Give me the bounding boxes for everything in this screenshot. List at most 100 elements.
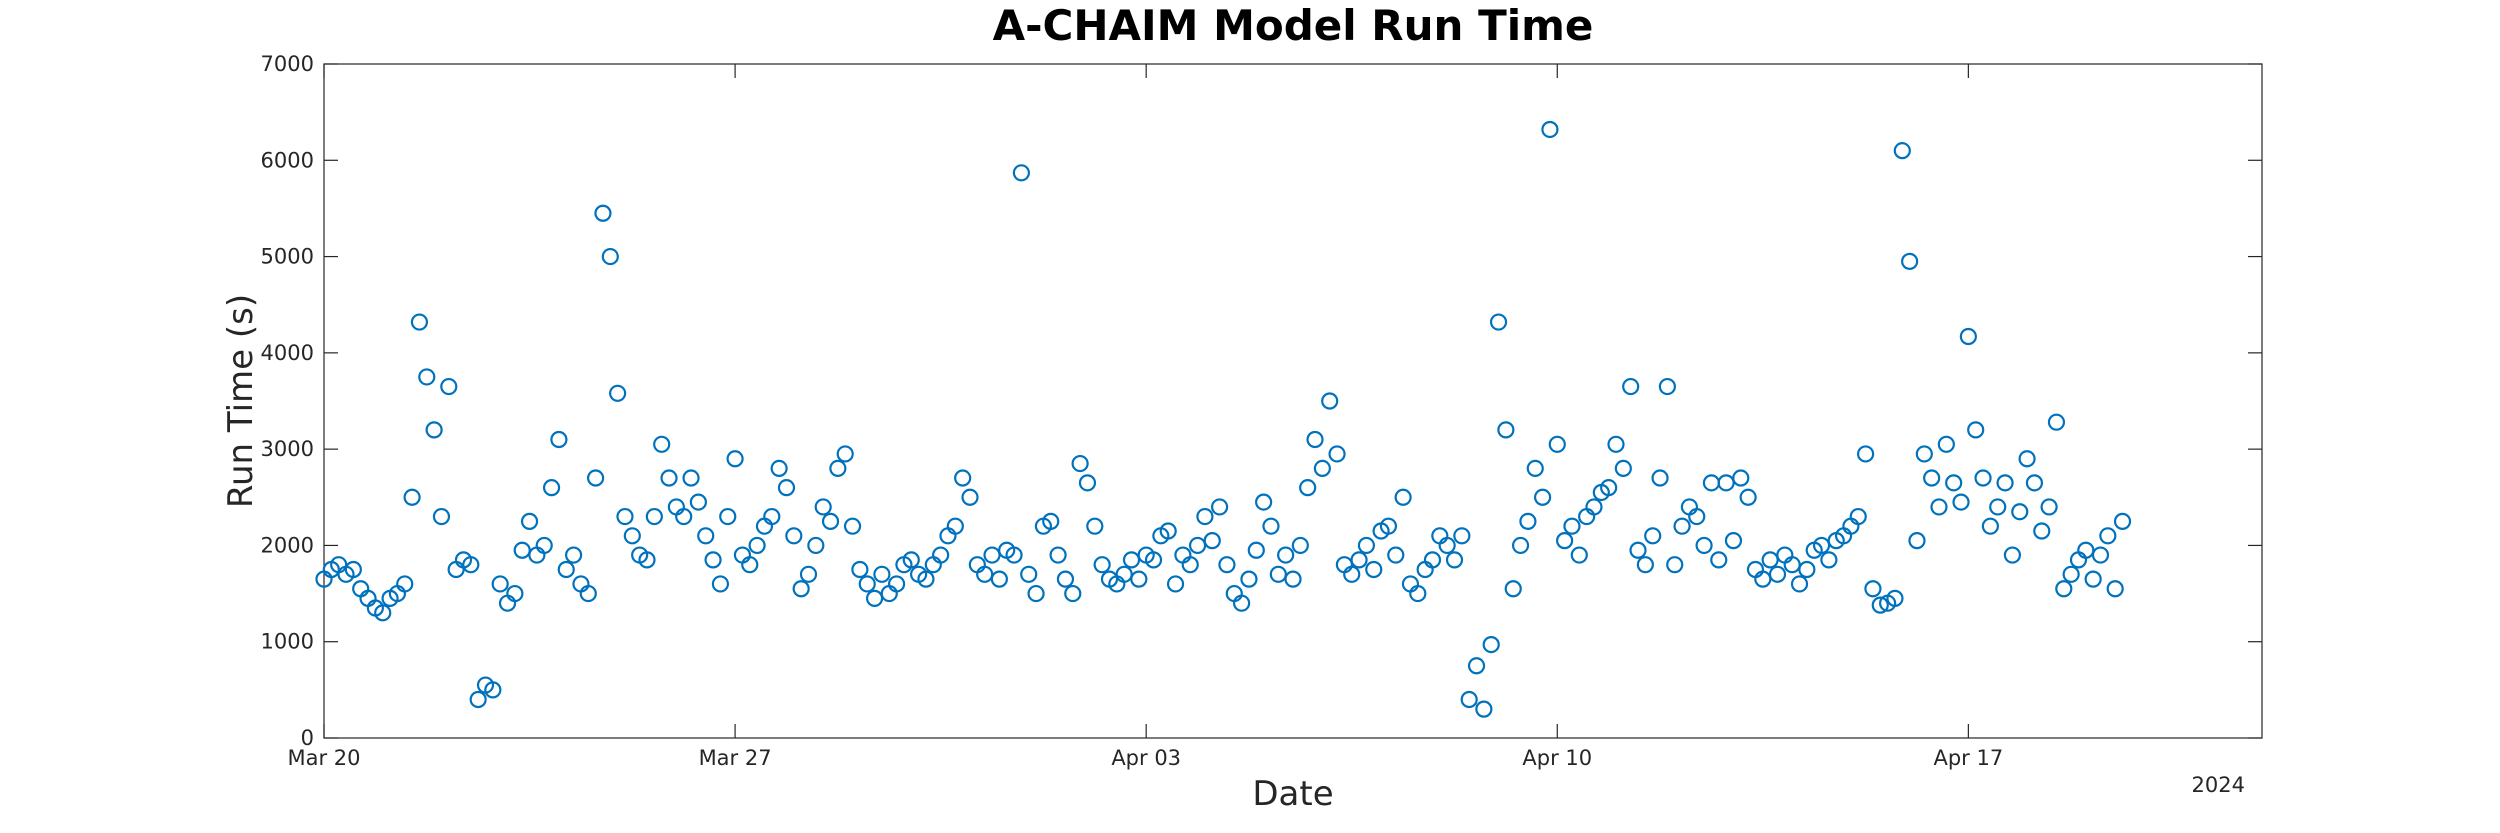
y-tick-label: 5000 (261, 245, 314, 269)
data-point (1864, 580, 1882, 598)
data-point (1093, 556, 1111, 574)
data-point (2062, 565, 2080, 583)
data-point (1644, 527, 1662, 545)
y-tick-label: 3000 (261, 437, 314, 461)
x-tick-label: Apr 03 (1111, 746, 1181, 770)
data-point (1614, 459, 1632, 477)
data-point (1563, 517, 1581, 535)
data-point (564, 546, 583, 564)
data-point (638, 551, 656, 569)
data-point (1945, 474, 1963, 492)
data-point (821, 512, 840, 530)
data-point (954, 469, 972, 487)
data-point (2033, 522, 2051, 540)
data-point (1790, 575, 1809, 593)
data-point (2084, 570, 2102, 588)
data-point (902, 551, 920, 569)
data-point (609, 384, 627, 402)
data-point (1233, 594, 1251, 612)
data-point (2025, 474, 2044, 492)
y-tick-label: 4000 (261, 341, 314, 365)
data-point (719, 507, 737, 526)
data-point (1291, 536, 1309, 555)
data-point (2113, 512, 2132, 530)
data-point (579, 584, 597, 603)
data-point (2077, 541, 2095, 559)
data-point (542, 479, 561, 497)
data-point (1849, 507, 1867, 526)
data-point (1203, 532, 1221, 550)
data-point (777, 479, 796, 497)
data-point (1519, 512, 1537, 530)
data-point (557, 560, 575, 579)
data-point (1981, 517, 1999, 535)
data-point (418, 368, 436, 386)
data-point (1365, 560, 1383, 579)
data-point (1188, 536, 1207, 555)
data-point (1673, 517, 1691, 535)
data-point (506, 584, 524, 603)
data-point (1710, 551, 1728, 569)
data-point (1056, 570, 1075, 588)
y-tick-label: 0 (301, 726, 314, 750)
data-point (1122, 551, 1141, 569)
data-point (741, 556, 759, 574)
data-point (587, 469, 605, 487)
data-point (601, 247, 619, 266)
data-point (1269, 565, 1287, 583)
x-tick-label: Apr 10 (1522, 746, 1592, 770)
data-point (1504, 580, 1522, 598)
data-point (689, 493, 707, 511)
data-point (1533, 488, 1552, 506)
data-point (792, 580, 810, 598)
data-point (1049, 546, 1067, 564)
data-point (1394, 488, 1412, 506)
data-point (2099, 527, 2117, 545)
data-point (1387, 546, 1405, 564)
data-point (1438, 536, 1456, 555)
data-point (1541, 120, 1559, 139)
data-point (491, 575, 509, 593)
data-point (462, 556, 480, 574)
data-point (1666, 556, 1684, 574)
data-point (1379, 517, 1398, 535)
data-point (1695, 536, 1713, 555)
data-point (1166, 575, 1185, 593)
data-point (594, 204, 612, 222)
data-point (1071, 454, 1089, 473)
data-point (469, 690, 487, 709)
data-point (990, 570, 1008, 588)
data-point (1607, 435, 1625, 453)
data-point (535, 536, 553, 555)
data-point (1724, 532, 1743, 550)
data-point (432, 507, 451, 526)
data-point (1027, 584, 1045, 603)
data-point (1901, 252, 1919, 270)
x-tick-label: Apr 17 (1933, 746, 2003, 770)
data-point (829, 459, 847, 477)
data-point (1321, 392, 1339, 410)
data-point (1445, 551, 1464, 569)
data-point (550, 430, 568, 449)
data-point (1629, 541, 1647, 559)
data-point (1299, 479, 1317, 497)
data-point (1284, 570, 1302, 588)
data-point (1798, 560, 1816, 579)
data-point (1255, 493, 1273, 511)
data-point (836, 445, 854, 463)
data-point (520, 512, 539, 530)
data-point (932, 546, 950, 564)
data-point (1908, 532, 1926, 550)
data-point (344, 560, 362, 579)
data-point (763, 507, 781, 526)
data-point (682, 469, 700, 487)
data-point (1717, 474, 1735, 492)
data-point (1996, 474, 2014, 492)
data-point (1556, 532, 1574, 550)
data-point (1739, 488, 1757, 506)
chart-title: A-CHAIM Model Run Time (993, 1, 1594, 50)
data-point (704, 551, 722, 569)
data-point (1651, 469, 1669, 487)
data-point (1328, 445, 1346, 463)
